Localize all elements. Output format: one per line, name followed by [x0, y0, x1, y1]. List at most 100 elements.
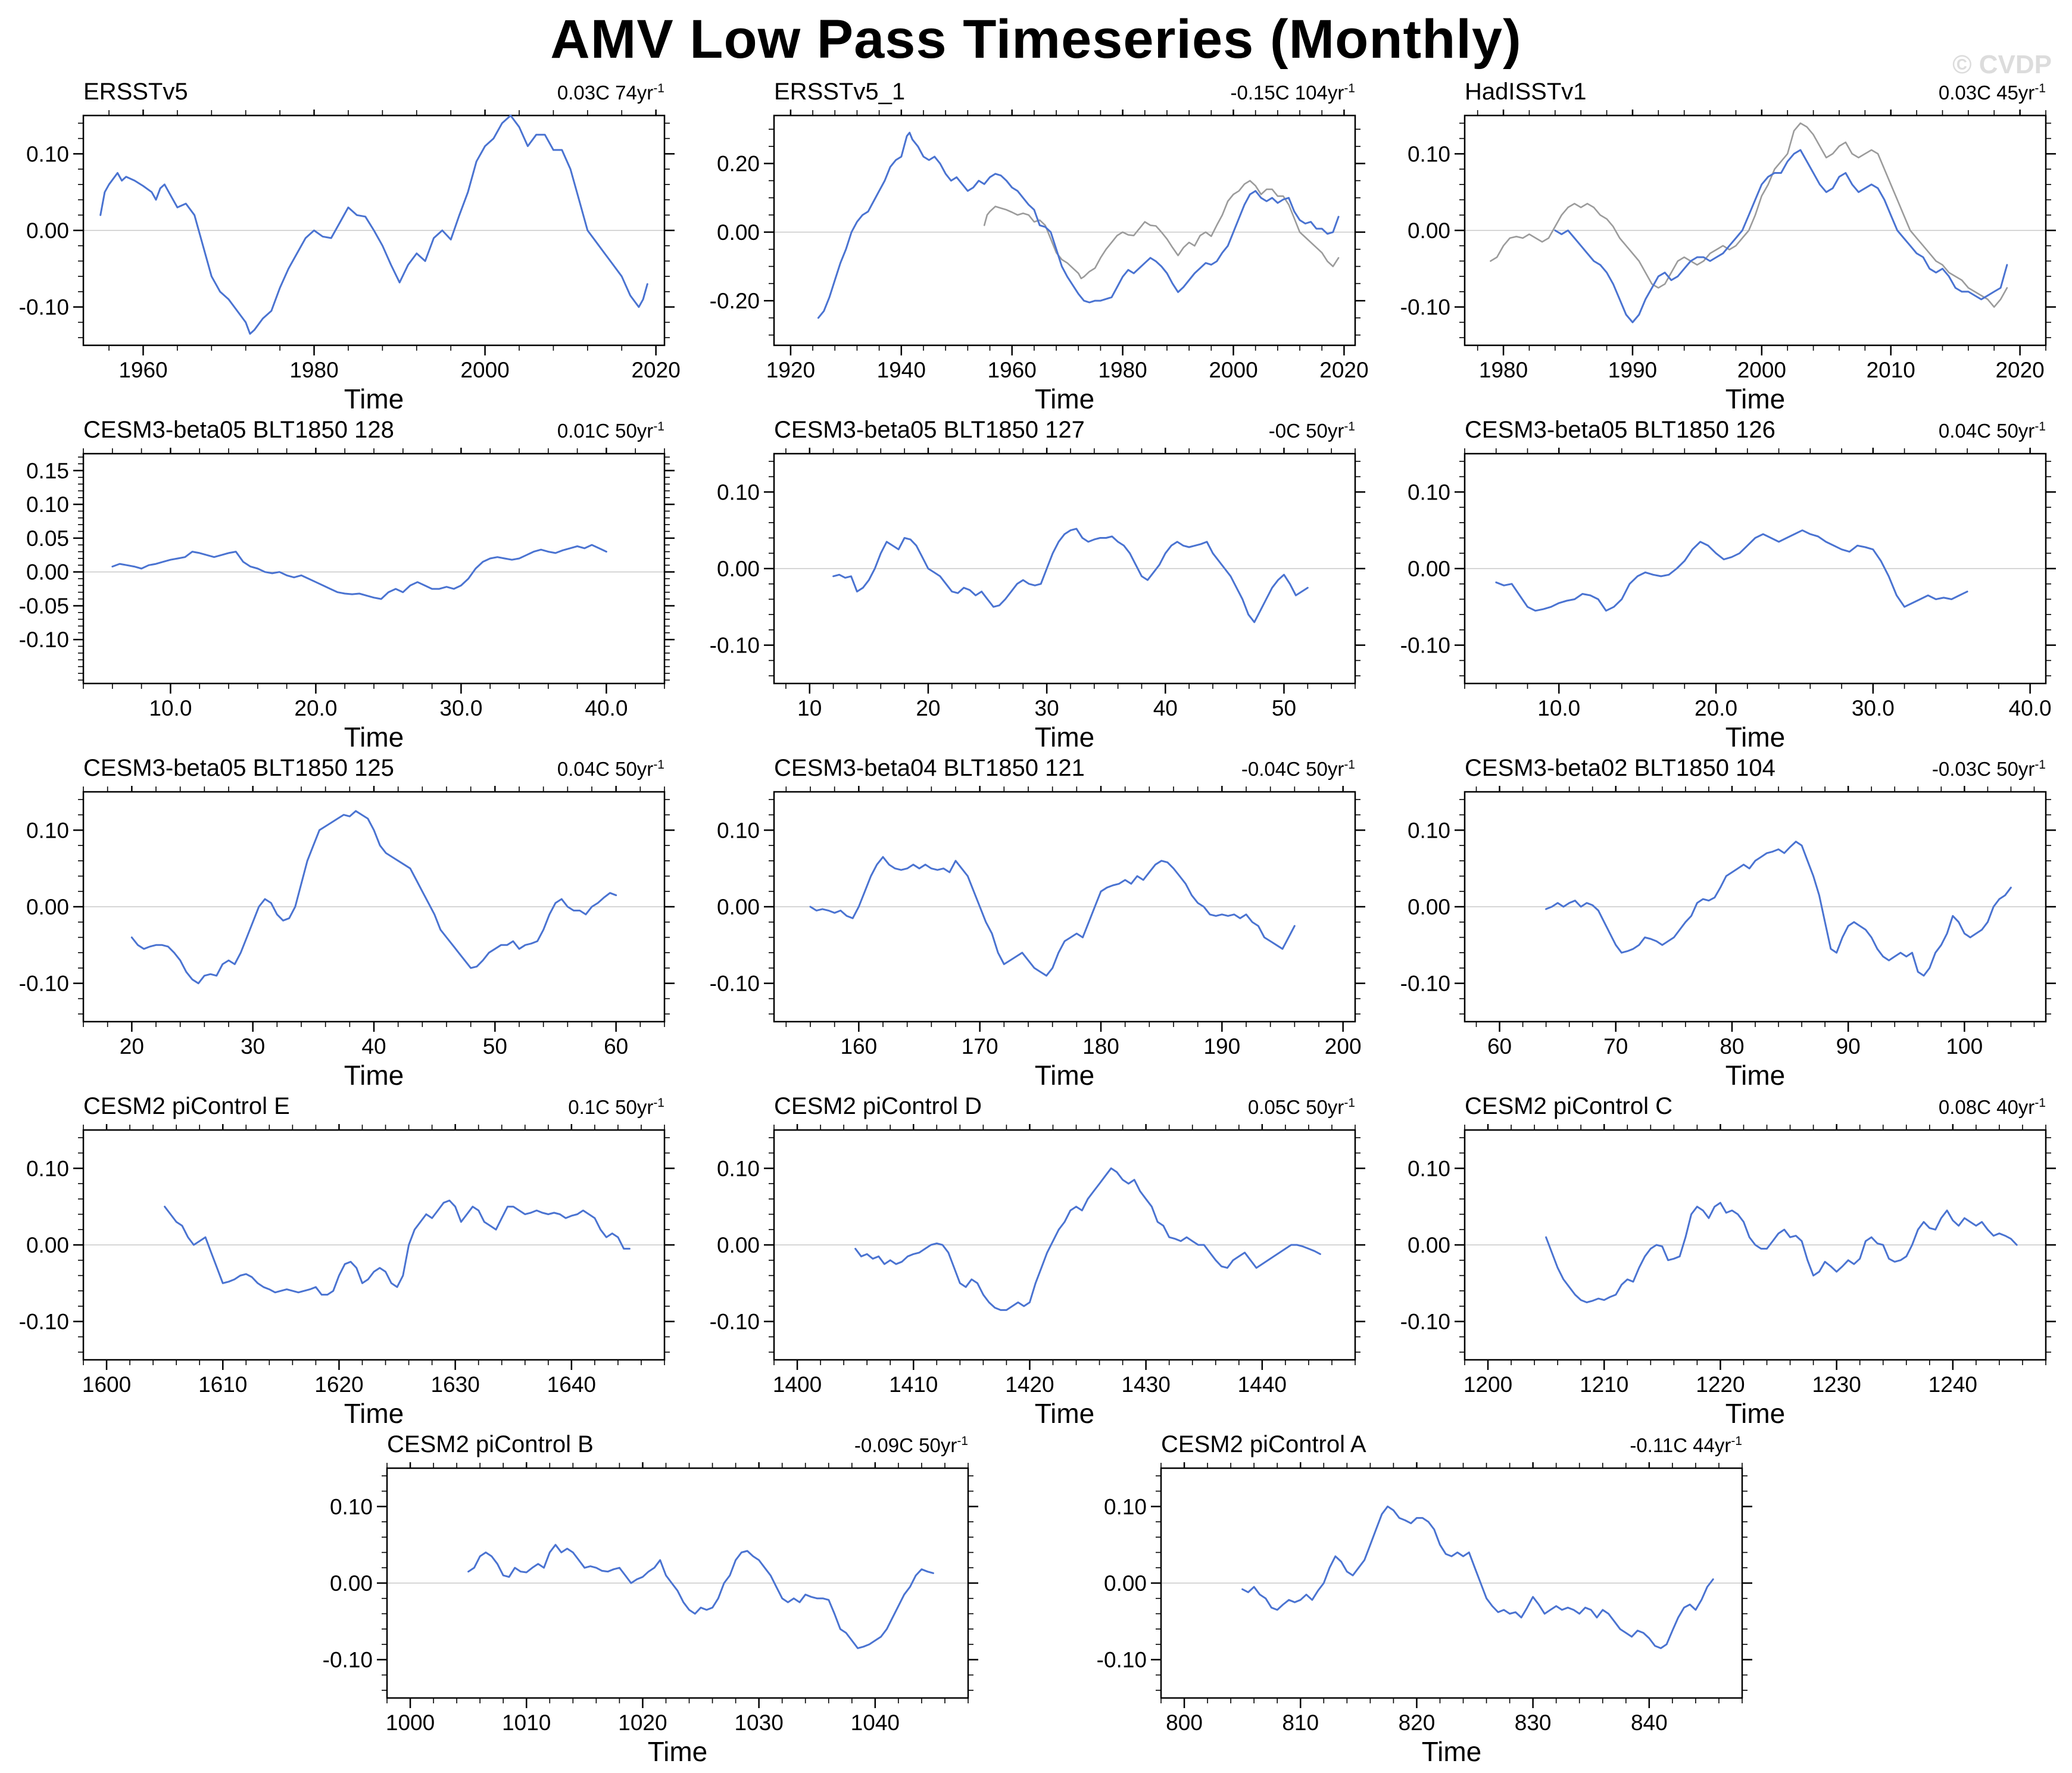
x-axis-label: Time	[1725, 1398, 1786, 1429]
panel-header: HadISSTv1 0.03C 45yr-1	[1465, 79, 2046, 108]
panel-title: CESM3-beta05 BLT1850 125	[83, 755, 394, 781]
svg-text:1940: 1940	[877, 358, 926, 382]
x-axis-label: Time	[344, 1060, 404, 1091]
svg-text:2010: 2010	[1867, 358, 1915, 382]
trend-value: 0.05C 50yr	[1247, 1096, 1344, 1118]
timeseries-panel-3: HadISSTv1 0.03C 45yr-1 1980 1990 2000 2010 2…	[1381, 79, 2072, 417]
svg-text:1980: 1980	[289, 358, 338, 382]
svg-text:-0.10: -0.10	[1400, 295, 1450, 320]
svg-text:30: 30	[241, 1034, 265, 1059]
panel-row-4: CESM2 piControl E 0.1C 50yr-1 1600 1610 16…	[0, 1093, 2072, 1431]
svg-text:-0.05: -0.05	[19, 594, 69, 618]
trend-value: 0.03C 74yr	[557, 82, 654, 104]
svg-text:160: 160	[840, 1034, 877, 1059]
trend-annotation: 0.08C 40yr-1	[1939, 1096, 2046, 1119]
svg-text:30.0: 30.0	[439, 696, 482, 720]
svg-text:0.10: 0.10	[717, 1156, 760, 1181]
svg-text:-0.10: -0.10	[19, 628, 69, 652]
svg-text:70: 70	[1603, 1034, 1628, 1059]
trend-annotation: 0.1C 50yr-1	[568, 1096, 664, 1119]
panel-header: ERSSTv5 0.03C 74yr-1	[83, 79, 664, 108]
svg-text:800: 800	[1166, 1710, 1203, 1735]
trend-value: 0.08C 40yr	[1938, 1096, 2035, 1118]
timeseries-panel-9: CESM3-beta02 BLT1850 104 -0.03C 50yr-1 6…	[1381, 755, 2072, 1093]
svg-text:1440: 1440	[1238, 1372, 1287, 1397]
svg-text:1230: 1230	[1812, 1372, 1861, 1397]
svg-text:2020: 2020	[1319, 358, 1368, 382]
svg-text:1610: 1610	[198, 1372, 247, 1397]
panel-header: CESM2 piControl A -0.11C 44yr-1	[1161, 1431, 1742, 1461]
cvdp-watermark: © CVDP	[1952, 50, 2052, 79]
plot-area: 10 20 30 40 50 0.10 0.00 -0.10	[710, 448, 1365, 720]
svg-text:0.00: 0.00	[717, 895, 760, 919]
panel-header: CESM2 piControl D 0.05C 50yr-1	[774, 1093, 1355, 1123]
panel-row-5: CESM2 piControl B -0.09C 50yr-1 1000 1010…	[0, 1431, 2072, 1769]
svg-text:20: 20	[916, 696, 940, 720]
panel-header: CESM3-beta04 BLT1850 121 -0.04C 50yr-1	[774, 755, 1355, 785]
svg-text:-0.10: -0.10	[19, 972, 69, 996]
panel-header: CESM3-beta05 BLT1850 126 0.04C 50yr-1	[1465, 417, 2046, 447]
svg-text:0.10: 0.10	[26, 492, 69, 517]
svg-text:1980: 1980	[1479, 358, 1528, 382]
svg-text:1030: 1030	[734, 1710, 783, 1735]
svg-text:0.00: 0.00	[1104, 1571, 1147, 1596]
svg-text:40.0: 40.0	[585, 696, 628, 720]
trend-exponent: -1	[2034, 420, 2046, 433]
timeseries-panel-8: CESM3-beta04 BLT1850 121 -0.04C 50yr-1 1…	[691, 755, 1381, 1093]
trend-annotation: 0.03C 45yr-1	[1939, 82, 2046, 104]
trend-value: -0.03C 50yr	[1931, 758, 2035, 780]
panel-title: CESM3-beta04 BLT1850 121	[774, 755, 1085, 781]
panel-title: ERSSTv5	[83, 79, 188, 105]
svg-text:830: 830	[1515, 1710, 1552, 1735]
svg-text:10.0: 10.0	[1537, 696, 1580, 720]
svg-text:1000: 1000	[386, 1710, 435, 1735]
panel-header: CESM3-beta02 BLT1850 104 -0.03C 50yr-1	[1465, 755, 2046, 785]
plot-area: 800 810 820 830 840 0.10 0.00 -0.10	[1097, 1462, 1752, 1735]
trend-annotation: 0.03C 74yr-1	[557, 82, 664, 104]
svg-text:0.15: 0.15	[26, 458, 69, 483]
svg-text:1960: 1960	[988, 358, 1037, 382]
svg-text:170: 170	[962, 1034, 998, 1059]
svg-text:1020: 1020	[618, 1710, 667, 1735]
trend-annotation: -0.04C 50yr-1	[1241, 758, 1355, 781]
panel-title: ERSSTv5_1	[774, 79, 906, 105]
svg-text:10.0: 10.0	[149, 696, 192, 720]
timeseries-panel-6: CESM3-beta05 BLT1850 126 0.04C 50yr-1 10…	[1381, 417, 2072, 755]
x-axis-label: Time	[647, 1736, 708, 1767]
svg-text:-0.10: -0.10	[1097, 1648, 1147, 1672]
svg-text:-0.10: -0.10	[1400, 633, 1450, 658]
svg-text:1990: 1990	[1608, 358, 1657, 382]
x-axis-label: Time	[1725, 1060, 1786, 1091]
trend-annotation: -0.03C 50yr-1	[1932, 758, 2046, 781]
svg-text:1630: 1630	[430, 1372, 479, 1397]
svg-text:0.00: 0.00	[26, 895, 69, 919]
svg-text:60: 60	[1487, 1034, 1512, 1059]
svg-text:0.10: 0.10	[1408, 480, 1450, 504]
trend-value: -0.15C 104yr	[1230, 82, 1344, 104]
trend-annotation: 0.04C 50yr-1	[1939, 420, 2046, 442]
panel-header: CESM3-beta05 BLT1850 127 -0C 50yr-1	[774, 417, 1355, 447]
timeseries-panel-1: ERSSTv5 0.03C 74yr-1 1960 1980 2000 2020 0.1…	[0, 79, 691, 417]
svg-text:180: 180	[1082, 1034, 1119, 1059]
x-axis-label: Time	[1725, 722, 1786, 753]
trend-value: 0.03C 45yr	[1938, 82, 2035, 104]
svg-text:10: 10	[797, 696, 822, 720]
trend-annotation: 0.04C 50yr-1	[557, 758, 664, 781]
timeseries-panel-13: CESM2 piControl B -0.09C 50yr-1 1000 1010…	[304, 1431, 994, 1769]
panel-row-1: ERSSTv5 0.03C 74yr-1 1960 1980 2000 2020 0.1…	[0, 79, 2072, 417]
svg-text:1400: 1400	[773, 1372, 822, 1397]
svg-text:0.10: 0.10	[1408, 142, 1450, 166]
svg-text:60: 60	[604, 1034, 628, 1059]
trend-annotation: -0C 50yr-1	[1269, 420, 1355, 442]
svg-text:50: 50	[483, 1034, 507, 1059]
svg-text:0.05: 0.05	[26, 526, 69, 551]
panel-title: CESM2 piControl A	[1161, 1431, 1366, 1457]
trend-annotation: -0.09C 50yr-1	[854, 1434, 968, 1457]
svg-text:40: 40	[1153, 696, 1178, 720]
svg-text:-0.10: -0.10	[19, 1310, 69, 1334]
svg-text:-0.10: -0.10	[19, 295, 69, 320]
svg-text:0.00: 0.00	[1408, 1233, 1450, 1257]
plot-area: 60 70 80 90 100 0.10 0.00 -0.10	[1400, 786, 2056, 1059]
x-axis-label: Time	[1725, 383, 1786, 414]
svg-text:50: 50	[1272, 696, 1296, 720]
